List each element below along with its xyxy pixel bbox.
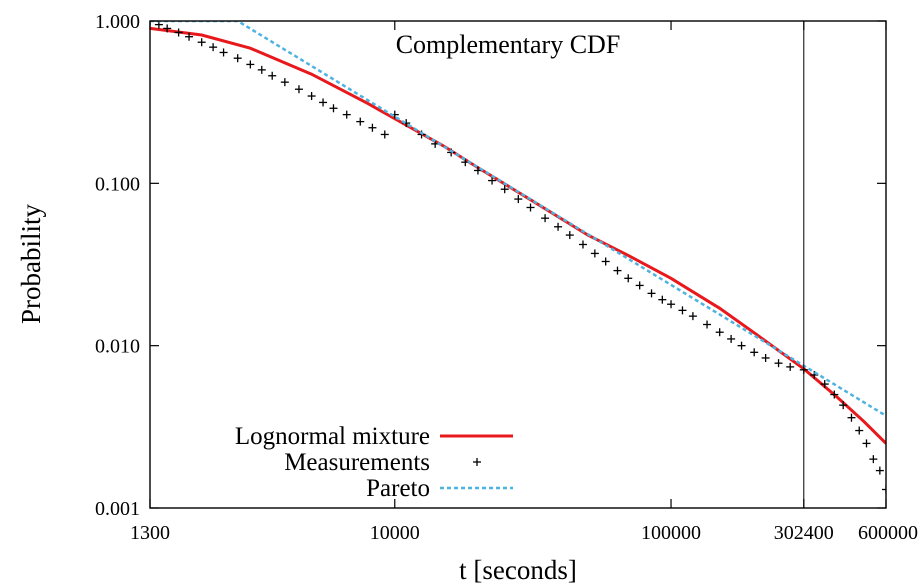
measurement-point-50 [750,348,759,357]
measurement-point-19 [368,123,377,132]
measurement-point-41 [647,289,656,298]
y-tick-label-0.100: 0.100 [95,173,140,195]
x-tick-label-10000: 10000 [370,522,420,544]
measurement-point-38 [613,266,622,275]
measurement-point-35 [578,240,587,249]
measurement-point-14 [307,92,316,101]
measurement-point-56 [820,380,829,389]
measurement-point-42 [658,295,667,304]
measurement-point-52 [774,359,783,368]
plot-frame [149,20,887,509]
x-tick-label-100000: 100000 [641,522,701,544]
measurement-point-49 [737,341,746,350]
measurement-point-63 [875,466,884,475]
measurement-point-57 [830,390,839,399]
legend: Lognormal mixture Measurements Pareto [235,423,513,502]
series-0 [150,26,886,445]
measurement-point-10 [257,65,266,74]
axis-tick-labels: 1300 10000 100000 302400 600000 0.001 0.010 0.1… [95,11,918,544]
series-line-lognormal-mixture [150,26,886,445]
series-2 [150,21,886,417]
measurement-point-46 [703,320,712,329]
measurement-point-13 [294,85,303,94]
y-axis-label: Probability [16,204,46,324]
measurement-point-7 [219,48,228,57]
measurement-point-58 [839,401,848,410]
measurement-point-28 [488,176,497,185]
measurement-point-6 [209,43,218,52]
measurement-point-2 [163,24,172,33]
measurement-point-27 [473,166,482,175]
measurement-point-40 [635,281,644,290]
chart-title: Complementary CDF [396,30,621,59]
x-axis-label: t [seconds] [459,555,577,585]
series-line-pareto [150,21,886,417]
measurement-point-15 [319,98,328,107]
measurement-point-20 [380,130,389,139]
measurement-point-33 [554,222,563,231]
measurement-point-5 [197,38,206,47]
x-tick-label-302400: 302400 [774,522,834,544]
measurement-point-17 [342,110,351,119]
measurement-point-51 [761,353,770,362]
legend-plus-measurements [473,458,481,466]
series-layer [150,21,886,494]
measurement-point-11 [268,71,277,80]
measurement-point-16 [329,104,338,113]
x-tick-label-600000: 600000 [858,522,918,544]
measurement-point-32 [541,214,550,223]
measurement-point-34 [565,231,574,240]
measurement-point-31 [526,203,535,212]
measurement-point-12 [280,78,289,87]
measurement-point-3 [174,28,183,37]
y-tick-label-1.000: 1.000 [95,11,140,33]
measurement-point-18 [356,117,365,126]
measurement-point-29 [500,185,509,194]
measurement-point-60 [855,426,864,435]
measurement-point-53 [786,362,795,371]
measurement-point-62 [869,455,878,464]
measurement-point-45 [688,312,697,321]
measurement-point-59 [847,413,856,422]
measurement-point-37 [601,257,610,266]
measurement-point-47 [715,328,724,337]
legend-label-measurements: Measurements [284,449,430,476]
legend-label-pareto: Pareto [366,475,430,502]
measurement-point-39 [624,274,633,283]
y-tick-label-0.010: 0.010 [95,336,140,358]
measurement-point-44 [678,306,687,315]
measurement-point-30 [514,195,523,204]
x-tick-label-1300: 1300 [130,522,170,544]
axis-ticks [149,20,887,509]
measurement-point-48 [727,334,736,343]
measurement-point-4 [185,32,194,41]
measurement-point-61 [862,439,871,448]
measurement-point-8 [233,54,242,63]
measurement-point-64 [882,485,886,494]
series-1 [150,21,886,494]
measurement-point-36 [590,249,599,258]
measurement-point-9 [246,60,255,69]
legend-label-lognormal-mixture: Lognormal mixture [235,423,430,450]
measurement-point-43 [667,300,676,309]
y-tick-label-0.001: 0.001 [95,498,140,520]
legend-key-measurements [473,458,481,466]
